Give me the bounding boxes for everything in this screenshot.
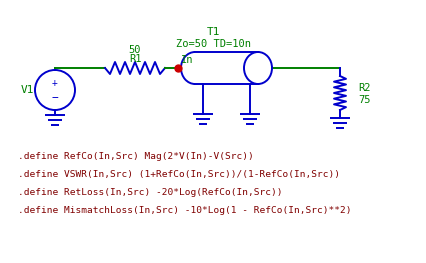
- Text: 75: 75: [358, 95, 371, 105]
- Text: V1: V1: [20, 85, 34, 95]
- Ellipse shape: [244, 52, 272, 84]
- Text: T1: T1: [207, 27, 221, 37]
- Text: R1: R1: [129, 54, 141, 64]
- FancyBboxPatch shape: [195, 52, 258, 84]
- Text: .define RetLoss(In,Src) -20*Log(RefCo(In,Src)): .define RetLoss(In,Src) -20*Log(RefCo(In…: [18, 188, 282, 197]
- Text: .define VSWR(In,Src) (1+RefCo(In,Src))/(1-RefCo(In,Src)): .define VSWR(In,Src) (1+RefCo(In,Src))/(…: [18, 170, 340, 179]
- Text: In: In: [181, 55, 193, 65]
- Text: −: −: [52, 93, 58, 103]
- Ellipse shape: [181, 52, 209, 84]
- Text: .define MismatchLoss(In,Src) -10*Log(1 - RefCo(In,Src)**2): .define MismatchLoss(In,Src) -10*Log(1 -…: [18, 206, 351, 215]
- Text: .define RefCo(In,Src) Mag(2*V(In)-V(Src)): .define RefCo(In,Src) Mag(2*V(In)-V(Src)…: [18, 152, 254, 161]
- Text: +: +: [52, 78, 58, 88]
- Text: 50: 50: [129, 45, 141, 55]
- Text: Zo=50 TD=10n: Zo=50 TD=10n: [176, 39, 251, 49]
- Text: R2: R2: [358, 83, 371, 93]
